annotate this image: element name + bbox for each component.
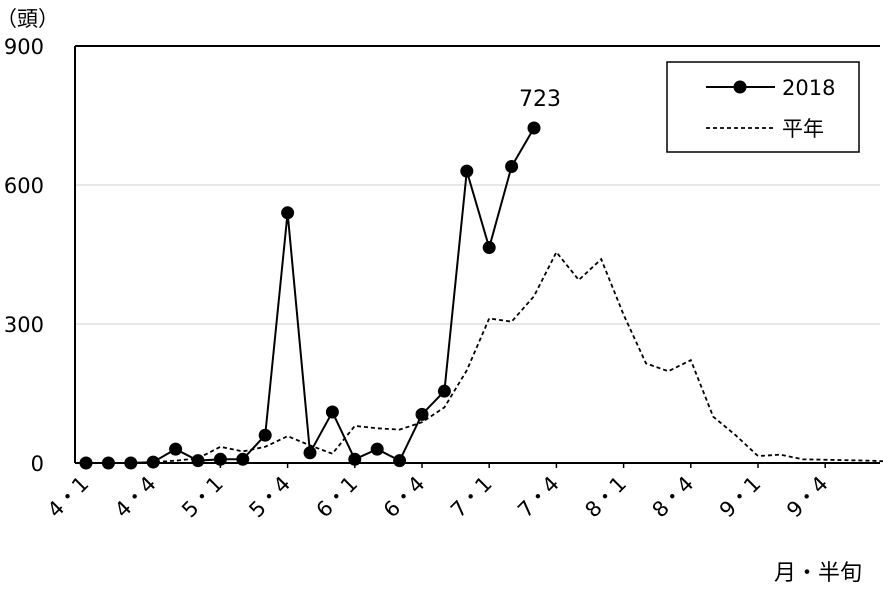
data-point	[482, 241, 496, 255]
axes	[74, 46, 880, 464]
x-tick-label: 9・1	[715, 472, 766, 523]
series-line-1	[86, 250, 883, 464]
data-point	[505, 159, 519, 173]
data-point	[124, 456, 138, 470]
data-point	[258, 428, 272, 442]
legend-label-normal: 平年	[782, 117, 824, 141]
x-tick-label: 5・4	[244, 472, 295, 523]
data-point	[146, 455, 160, 469]
grid-lines	[75, 45, 880, 325]
series	[79, 121, 883, 470]
x-tick-label: 6・1	[312, 472, 363, 523]
data-point	[437, 384, 451, 398]
legend-label-2018: 2018	[782, 76, 835, 100]
x-tick-label: 4・4	[110, 472, 161, 523]
y-tick-label: 900	[4, 35, 44, 59]
y-unit-label: （頭）	[0, 7, 59, 31]
legend-box	[666, 61, 860, 153]
data-point	[191, 454, 205, 468]
x-tick-label: 8・1	[580, 472, 631, 523]
data-point	[393, 454, 407, 468]
data-point	[79, 456, 93, 470]
y-tick-label: 600	[4, 174, 44, 198]
data-point	[213, 452, 227, 466]
data-point	[236, 452, 250, 466]
series-line-0	[86, 127, 535, 464]
y-tick-label: 300	[4, 313, 44, 337]
data-point	[281, 206, 295, 220]
x-tick-labels: 4・1 4・4 5・1 5・4 6・1 6・4 7・1 7・4 8・1 8・4 9・1 9・4	[43, 463, 833, 522]
data-point	[415, 407, 429, 421]
x-tick-label: 7・4	[513, 472, 564, 523]
data-point	[303, 446, 317, 460]
data-point	[101, 456, 115, 470]
x-tick-label: 7・1	[446, 472, 497, 523]
x-tick-label: 8・4	[648, 472, 699, 523]
x-tick-label: 5・1	[177, 472, 228, 523]
legend-marker-2018	[733, 80, 747, 94]
data-point	[169, 442, 183, 456]
x-tick-label: 4・1	[43, 472, 94, 523]
y-tick-label: 0	[31, 452, 44, 476]
data-point	[527, 121, 541, 135]
data-point	[348, 452, 362, 466]
data-point	[460, 164, 474, 178]
legend: 2018 平年	[666, 61, 860, 153]
x-tick-label: 6・4	[379, 472, 430, 523]
data-point	[370, 442, 384, 456]
x-axis-label: 月・半旬	[774, 561, 862, 586]
x-tick-label: 9・4	[782, 472, 833, 523]
annotation-label: 723	[519, 87, 561, 112]
y-tick-labels: 0 300 600 900	[4, 35, 44, 476]
data-point	[325, 405, 339, 419]
